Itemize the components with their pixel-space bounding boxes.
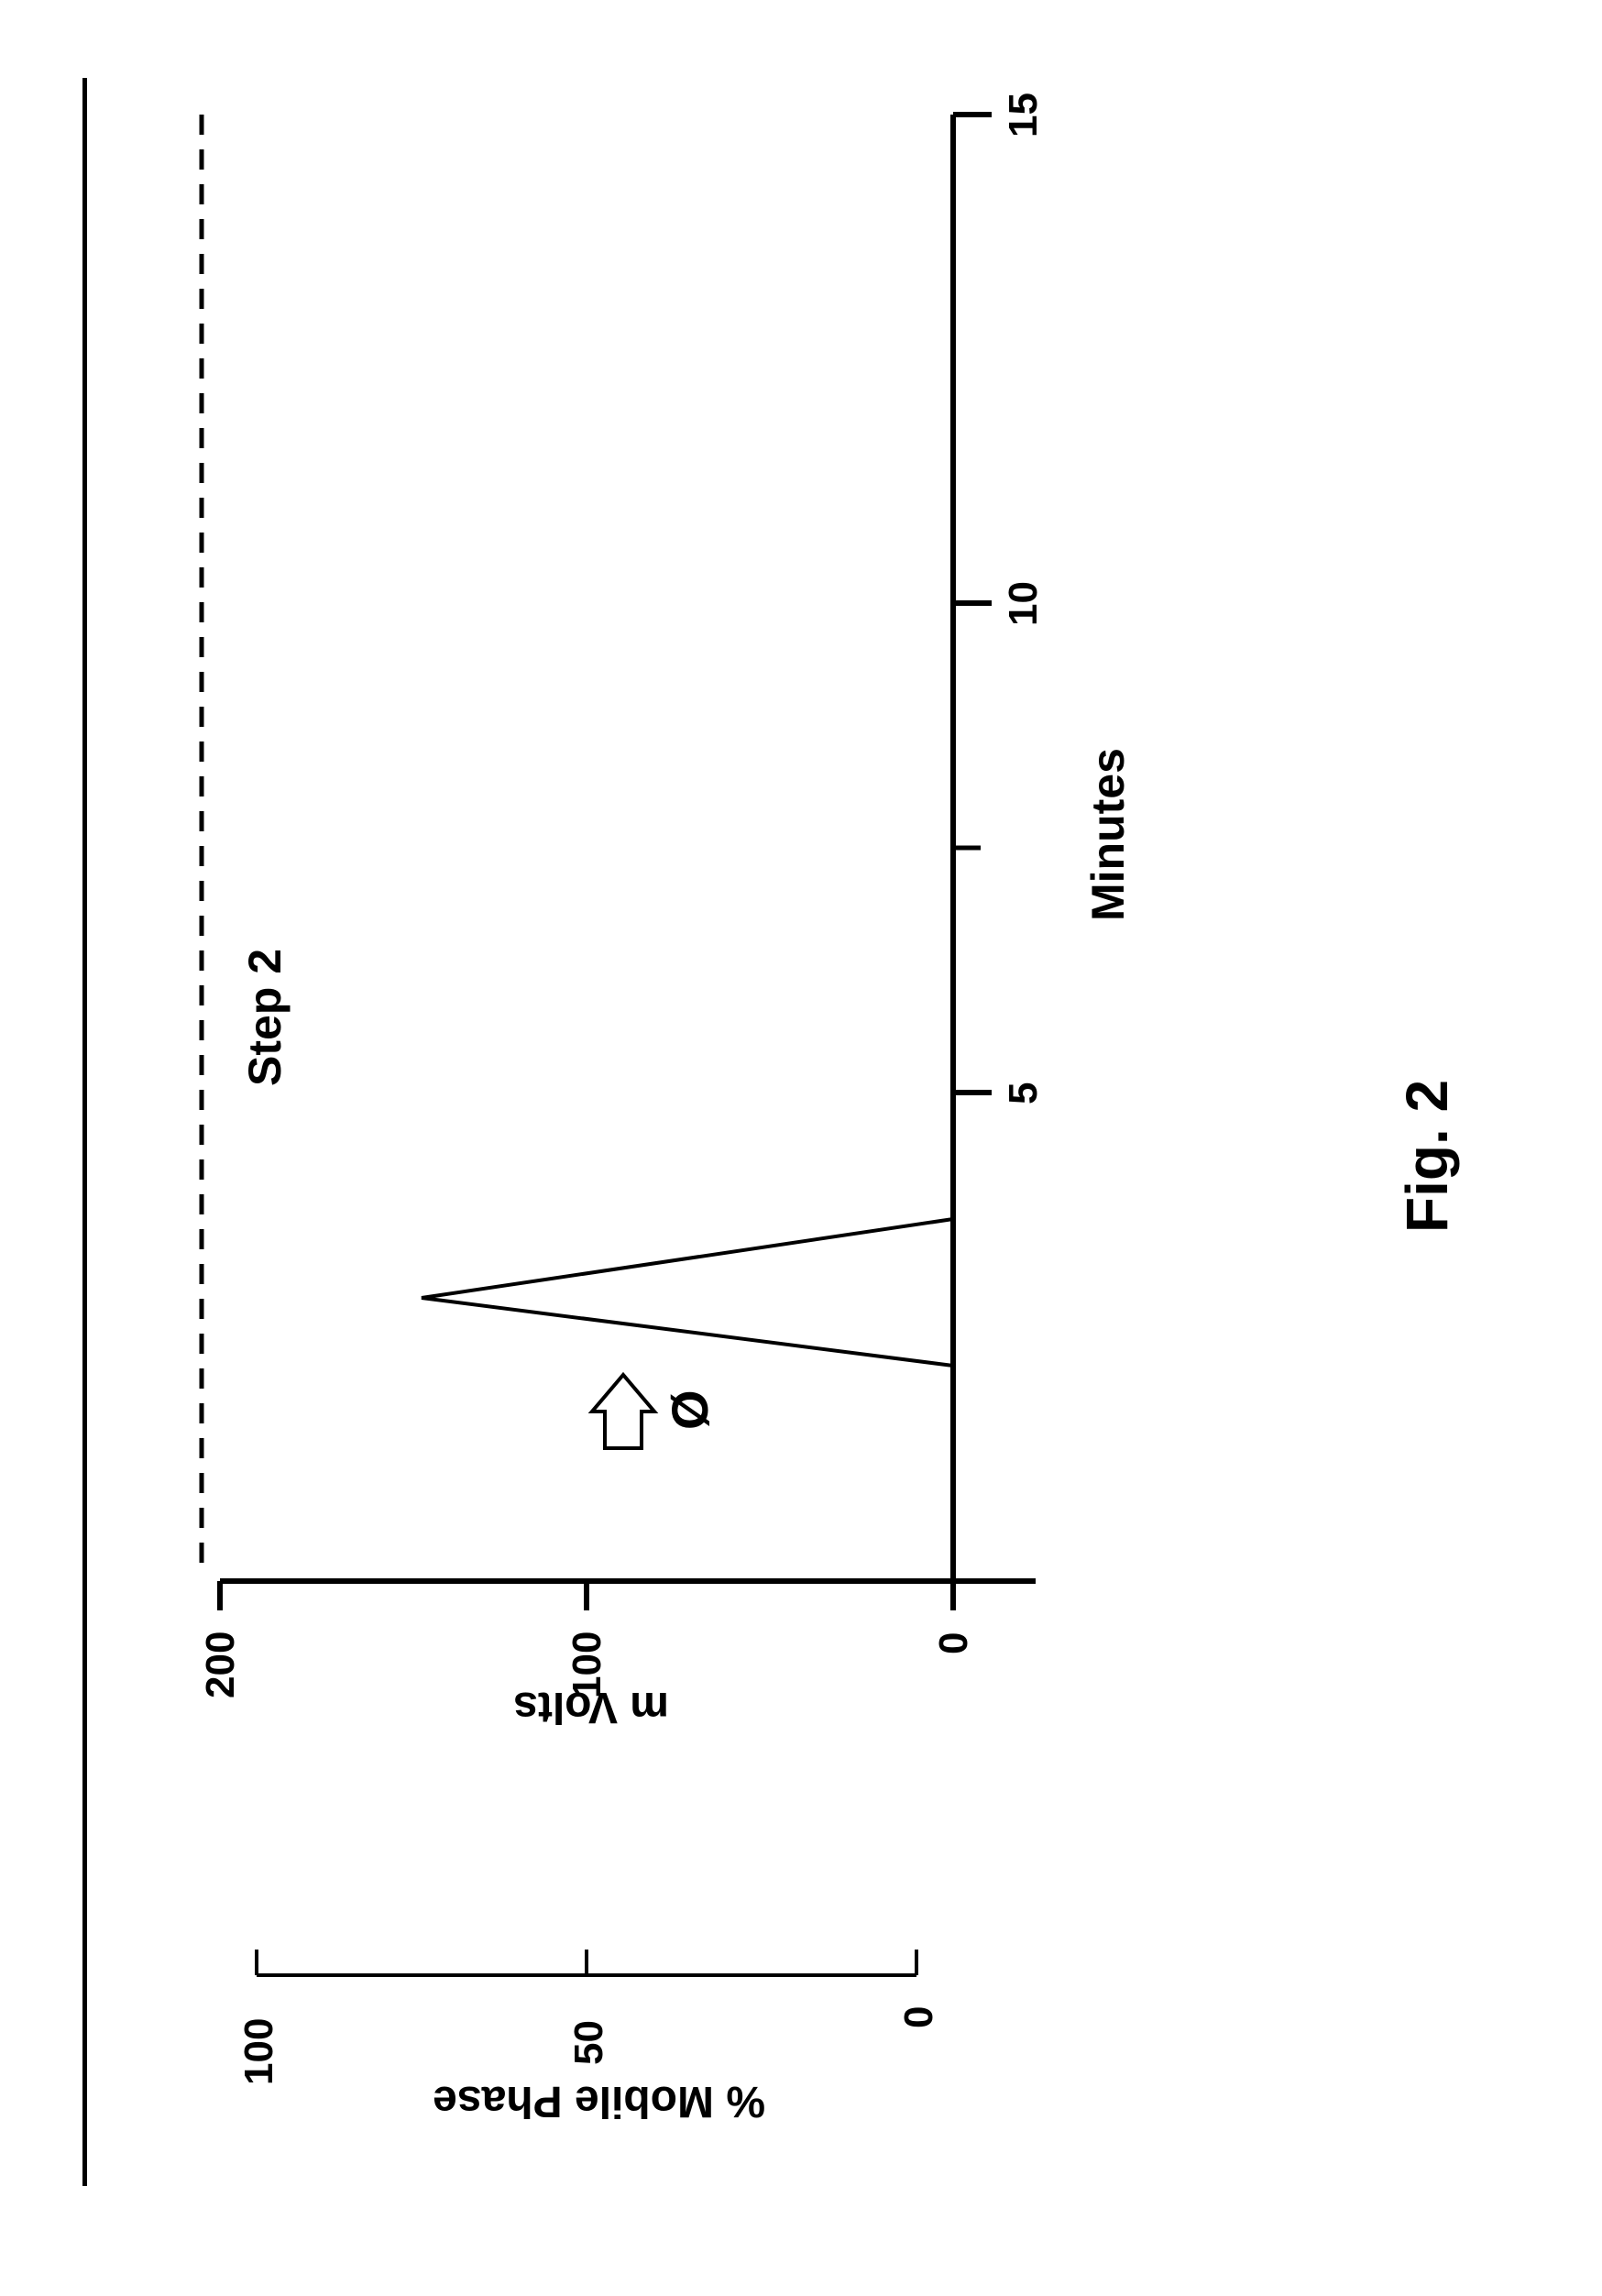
step-label: Step 2 (238, 949, 291, 1086)
x-tick-10: 10 (1001, 581, 1047, 626)
x-tick-5: 5 (1001, 1082, 1047, 1104)
figure-page: 100 50 0 % Mobile Phase (0, 0, 1602, 2296)
marker-symbol: Ø (660, 1390, 719, 1430)
rotated-canvas: 100 50 0 % Mobile Phase (0, 0, 1602, 2296)
x-axis-label: Minutes (1081, 748, 1135, 921)
chromatogram-trace (422, 115, 953, 1581)
mvolts-label: m Volts (513, 1682, 669, 1732)
marker-arrow (592, 1375, 654, 1448)
figure-label: Fig. 2 (1393, 1080, 1461, 1233)
x-tick-15: 15 (1001, 93, 1047, 137)
chromatogram-plot (0, 0, 1602, 2296)
mv-tick-200: 200 (198, 1631, 244, 1698)
mv-tick-0: 0 (931, 1632, 977, 1654)
